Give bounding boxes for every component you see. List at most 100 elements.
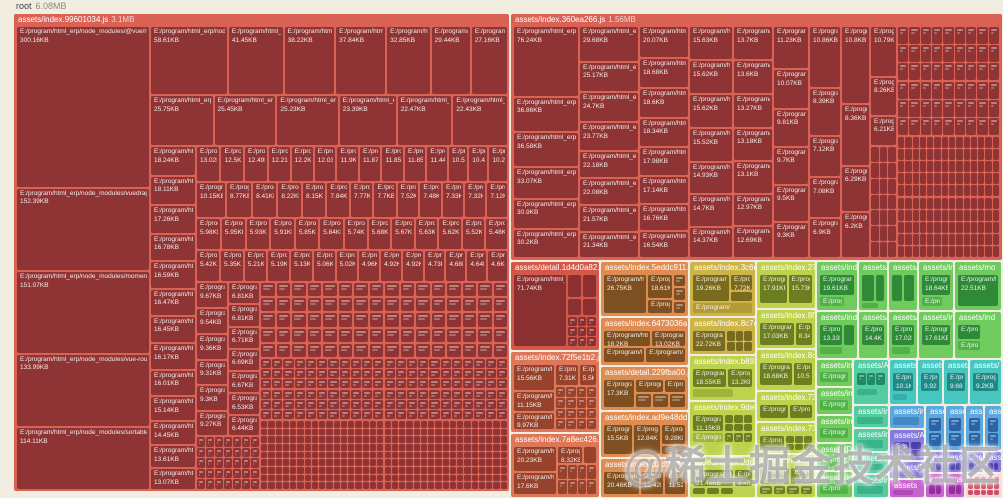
treemap-cell[interactable] xyxy=(577,327,587,336)
treemap-cell[interactable] xyxy=(963,161,970,173)
treemap-cell[interactable] xyxy=(888,178,896,194)
treemap-cell[interactable] xyxy=(493,436,500,443)
treemap-cell[interactable] xyxy=(399,459,406,466)
treemap-cell[interactable] xyxy=(471,474,478,482)
treemap-group[interactable]: assets/inc xyxy=(890,406,924,428)
treemap-cell[interactable] xyxy=(943,117,954,135)
treemap-cell[interactable] xyxy=(941,149,948,161)
treemap-block[interactable]: E:/program/html_erp/node_modules/17.14KB xyxy=(640,177,688,204)
treemap-cell[interactable] xyxy=(478,474,486,482)
treemap-cell[interactable] xyxy=(934,137,941,149)
treemap-cell[interactable] xyxy=(268,444,275,451)
treemap-cell[interactable] xyxy=(384,459,391,466)
treemap-block[interactable]: E:/program/html_erp/node_modules/23.39KB xyxy=(339,96,396,145)
treemap-block[interactable] xyxy=(893,490,913,495)
treemap-block[interactable]: E:/program/html_erp/node_modules/10.53KB xyxy=(449,147,468,181)
treemap-cell[interactable] xyxy=(399,444,406,451)
treemap-cell[interactable] xyxy=(496,399,507,409)
treemap-cell[interactable] xyxy=(297,451,304,459)
treemap-block[interactable]: E:/program/html_erp/node_modules/19.61KB xyxy=(820,275,854,295)
treemap-cell[interactable] xyxy=(566,408,576,419)
treemap-cell[interactable] xyxy=(992,233,999,245)
treemap-block[interactable]: E:/program/html_erp/node_modules/7.72KB xyxy=(731,275,752,291)
treemap-cell[interactable] xyxy=(251,479,259,489)
treemap-cell[interactable] xyxy=(224,479,232,489)
treemap-cell[interactable] xyxy=(876,373,885,385)
treemap-cell[interactable] xyxy=(420,451,428,459)
treemap-cell[interactable] xyxy=(493,451,500,459)
treemap-cell[interactable] xyxy=(268,459,275,466)
treemap-block[interactable]: E:/program/html_erp/node_modules/18.61KB xyxy=(648,275,672,299)
treemap-cell[interactable] xyxy=(399,474,406,482)
treemap-group[interactable]: assets/index.ad9e48dd.js47.77KBE:/progra… xyxy=(601,412,688,457)
treemap-cell[interactable] xyxy=(304,482,311,489)
treemap-cell[interactable] xyxy=(927,137,934,149)
treemap-cell[interactable] xyxy=(384,409,395,419)
treemap-cell[interactable] xyxy=(888,147,896,162)
treemap-cell[interactable] xyxy=(493,482,500,489)
treemap-cell[interactable] xyxy=(486,444,493,451)
treemap-block[interactable]: E:/program/html_erp/node_modules/11.23KB xyxy=(774,27,808,69)
treemap-cell[interactable] xyxy=(949,433,961,446)
treemap-cell[interactable] xyxy=(978,209,985,221)
treemap-block[interactable]: E:/program/html_erp/node_modules/5.85KB xyxy=(295,219,319,249)
treemap-block[interactable]: E:/program/html_erp/node_modules/8.34KB xyxy=(795,323,812,345)
treemap-cell[interactable] xyxy=(464,428,471,436)
treemap-cell[interactable] xyxy=(435,428,442,436)
treemap-cell[interactable] xyxy=(348,482,355,489)
treemap-cell[interactable] xyxy=(311,444,319,451)
treemap-block[interactable]: E:/progra xyxy=(820,456,848,466)
treemap-cell[interactable] xyxy=(297,428,304,436)
treemap-cell[interactable] xyxy=(340,444,348,451)
treemap-block[interactable]: E:/program/html_erp/node_modules/7.7KB xyxy=(374,183,396,217)
treemap-cell[interactable] xyxy=(442,444,449,451)
treemap-cell[interactable] xyxy=(355,459,362,466)
treemap-cell[interactable] xyxy=(587,480,596,494)
treemap-cell[interactable] xyxy=(478,313,492,327)
treemap-cell[interactable] xyxy=(413,467,420,474)
treemap-block[interactable]: E:/program/html_erp/node_modules/13.6KB xyxy=(734,61,772,94)
treemap-cell[interactable] xyxy=(384,421,391,428)
treemap-cell[interactable] xyxy=(348,436,355,443)
treemap-cell[interactable] xyxy=(373,409,384,419)
treemap-group[interactable] xyxy=(966,474,1001,497)
treemap-block[interactable]: E:/program/html_erp/node_modules/21.34KB xyxy=(580,232,638,257)
treemap-cell[interactable] xyxy=(463,359,474,369)
treemap-block[interactable]: E:/program/html_erp/node_modules/12.49KB xyxy=(245,147,267,181)
treemap-cell[interactable] xyxy=(355,444,362,451)
treemap-block[interactable]: E:/program/html_erp/node_modules/4.64KB xyxy=(467,251,487,281)
treemap-block[interactable] xyxy=(857,486,883,494)
treemap-cell[interactable] xyxy=(478,328,492,342)
treemap-cell[interactable] xyxy=(734,415,743,423)
treemap-cell[interactable] xyxy=(956,221,963,233)
treemap-cell[interactable] xyxy=(276,283,290,297)
treemap-block[interactable]: E:/program/html_erp/node_modules/10.15KB xyxy=(197,183,225,217)
treemap-block[interactable] xyxy=(893,394,907,400)
treemap-block[interactable]: E:/program/html_erp/node_modules/7.12KB xyxy=(810,136,840,177)
treemap-cell[interactable] xyxy=(493,328,507,342)
treemap-cell[interactable] xyxy=(297,467,304,474)
treemap-cell[interactable] xyxy=(384,428,391,436)
treemap-cell[interactable] xyxy=(317,379,328,389)
treemap-cell[interactable] xyxy=(435,451,442,459)
treemap-cell[interactable] xyxy=(988,81,999,99)
treemap-cell[interactable] xyxy=(941,209,948,221)
treemap-block[interactable]: E:/program/html_erp/node_modules/8.32KB xyxy=(558,447,582,463)
treemap-cell[interactable] xyxy=(399,428,406,436)
treemap-cell[interactable] xyxy=(734,423,743,431)
treemap-block[interactable]: E:/program/html_erp/node_modules/16.59KB xyxy=(151,262,195,288)
treemap-cell[interactable] xyxy=(932,27,943,45)
treemap-cell[interactable] xyxy=(556,408,566,419)
treemap-cell[interactable] xyxy=(385,328,399,342)
treemap-cell[interactable] xyxy=(743,433,752,442)
treemap-cell[interactable] xyxy=(355,474,362,482)
treemap-cell[interactable] xyxy=(956,245,963,257)
treemap-cell[interactable] xyxy=(350,369,362,379)
treemap-block[interactable]: E:/program/html_erp/node_modules/10.47KB xyxy=(469,147,488,181)
treemap-cell[interactable] xyxy=(977,63,988,81)
treemap-block[interactable]: E:/program/html_erp/node_modules/6.2KB xyxy=(842,213,869,257)
treemap-cell[interactable] xyxy=(261,482,268,489)
treemap-cell[interactable] xyxy=(429,389,440,399)
treemap-group[interactable]: assets xyxy=(926,406,944,450)
treemap-cell[interactable] xyxy=(478,444,486,451)
